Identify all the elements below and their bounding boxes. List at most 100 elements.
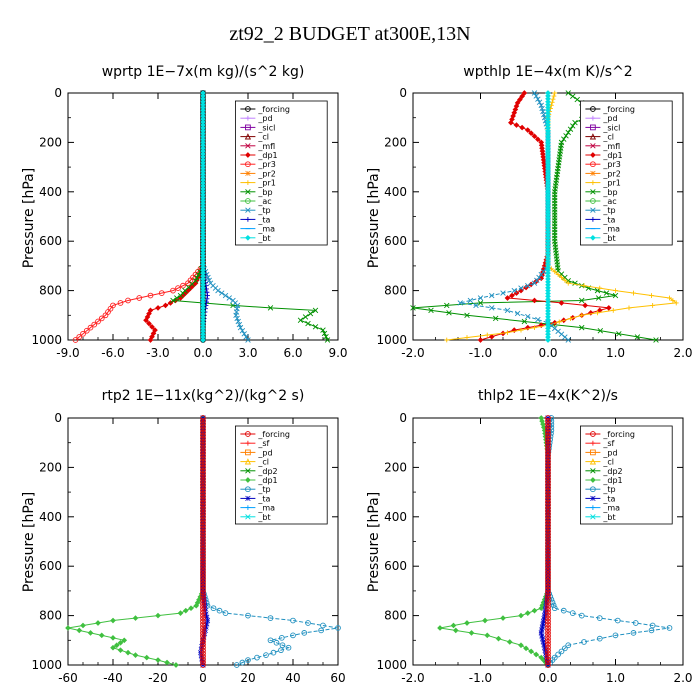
panel-wpthlp: wpthlp 1E−4x(m K)/s^2 Pressure [hPa] [366, 64, 633, 268]
data-point [200, 583, 206, 590]
legend-marker [590, 189, 596, 195]
data-point [200, 650, 206, 657]
data-point [199, 640, 206, 647]
legend-label: _forcing [257, 105, 290, 114]
data-point [565, 129, 571, 136]
data-point [177, 610, 184, 616]
data-point [305, 320, 311, 327]
data-point [545, 479, 551, 485]
data-point [545, 641, 551, 648]
legend-label: _bt [602, 513, 615, 522]
data-point [545, 630, 551, 636]
data-point [200, 612, 206, 619]
data-point [200, 545, 206, 552]
data-point [83, 327, 90, 334]
data-point [521, 90, 528, 96]
data-point [132, 652, 139, 658]
y-tick-label: 400 [39, 185, 62, 199]
data-point [254, 654, 260, 661]
legend-marker [245, 170, 251, 177]
legend-marker [590, 124, 596, 131]
data-point [597, 328, 604, 334]
series-forcing [545, 415, 551, 668]
data-point [188, 605, 194, 612]
y-tick-label: 200 [384, 460, 407, 474]
data-point [578, 612, 585, 619]
data-point [545, 528, 551, 535]
data-point [200, 423, 206, 430]
data-point [550, 602, 557, 609]
series-bp [410, 90, 659, 343]
data-point [545, 545, 551, 552]
data-point [444, 337, 450, 343]
data-point [267, 637, 274, 644]
x-tick-label: 0.0 [538, 346, 557, 360]
legend-marker [245, 495, 251, 502]
legend-marker [245, 449, 251, 456]
data-point [545, 598, 551, 604]
data-point [200, 551, 206, 558]
data-point [477, 337, 484, 343]
legend-marker [245, 505, 251, 510]
data-point [613, 288, 618, 293]
legend-marker [245, 486, 251, 493]
data-point [545, 615, 551, 622]
data-point [200, 627, 206, 633]
data-point [125, 297, 131, 304]
data-point [518, 612, 524, 619]
data-point [143, 317, 149, 324]
legend-label: _dp2 [602, 467, 622, 476]
data-point [267, 305, 274, 311]
data-point [200, 470, 206, 477]
legend-label: _sf [602, 439, 614, 448]
series-line [439, 417, 549, 666]
data-point [545, 476, 551, 482]
data-point [565, 280, 571, 286]
data-point [519, 124, 525, 131]
data-point [558, 300, 565, 306]
data-point [222, 292, 229, 299]
data-point [545, 592, 551, 599]
panel-wprtp: wprtp 1E−7x(m kg)/(s^2 kg) Pressure [hPa… [21, 64, 304, 268]
data-point [200, 513, 206, 520]
legend-label: _bt [602, 234, 615, 243]
data-point [200, 452, 206, 459]
data-point [245, 337, 251, 343]
data-point [200, 450, 206, 456]
data-point [508, 119, 514, 126]
data-point [200, 429, 206, 436]
data-point [545, 554, 551, 561]
data-point [518, 642, 524, 649]
data-point [552, 269, 558, 275]
legend-label: _forcing [602, 430, 635, 439]
chart-3: -2.0 -1.0 0.0 1.0 2.0 0 200 400 600 800 1000 _forci… [376, 411, 692, 685]
data-point [545, 519, 551, 526]
data-point [98, 315, 105, 322]
data-point [200, 641, 206, 648]
legend-label: _ma [602, 504, 620, 513]
data-point [320, 327, 326, 333]
legend: _forcing_pd_sicl_cl_mfl_dp1_pr3_pr2_pr1_… [580, 100, 673, 246]
legend-label: _sf [257, 439, 269, 448]
data-point [200, 638, 206, 645]
data-point [200, 560, 206, 567]
legend-label: _sicl [257, 123, 275, 132]
data-point [560, 607, 567, 614]
x-tick-label: 0 [199, 671, 207, 685]
x-tick-label: 2.0 [673, 671, 692, 685]
data-point [531, 133, 538, 140]
series-dp1 [437, 415, 551, 668]
data-point [545, 557, 551, 564]
legend-marker [245, 161, 251, 168]
data-point [563, 133, 569, 139]
data-point [538, 605, 545, 612]
data-point [243, 334, 249, 340]
data-point [541, 642, 547, 648]
data-point [545, 473, 551, 479]
legend-marker [245, 431, 251, 437]
data-point [233, 312, 239, 319]
data-point [200, 621, 206, 628]
data-point [95, 318, 101, 325]
legend-marker [590, 170, 596, 177]
data-point [579, 324, 585, 331]
